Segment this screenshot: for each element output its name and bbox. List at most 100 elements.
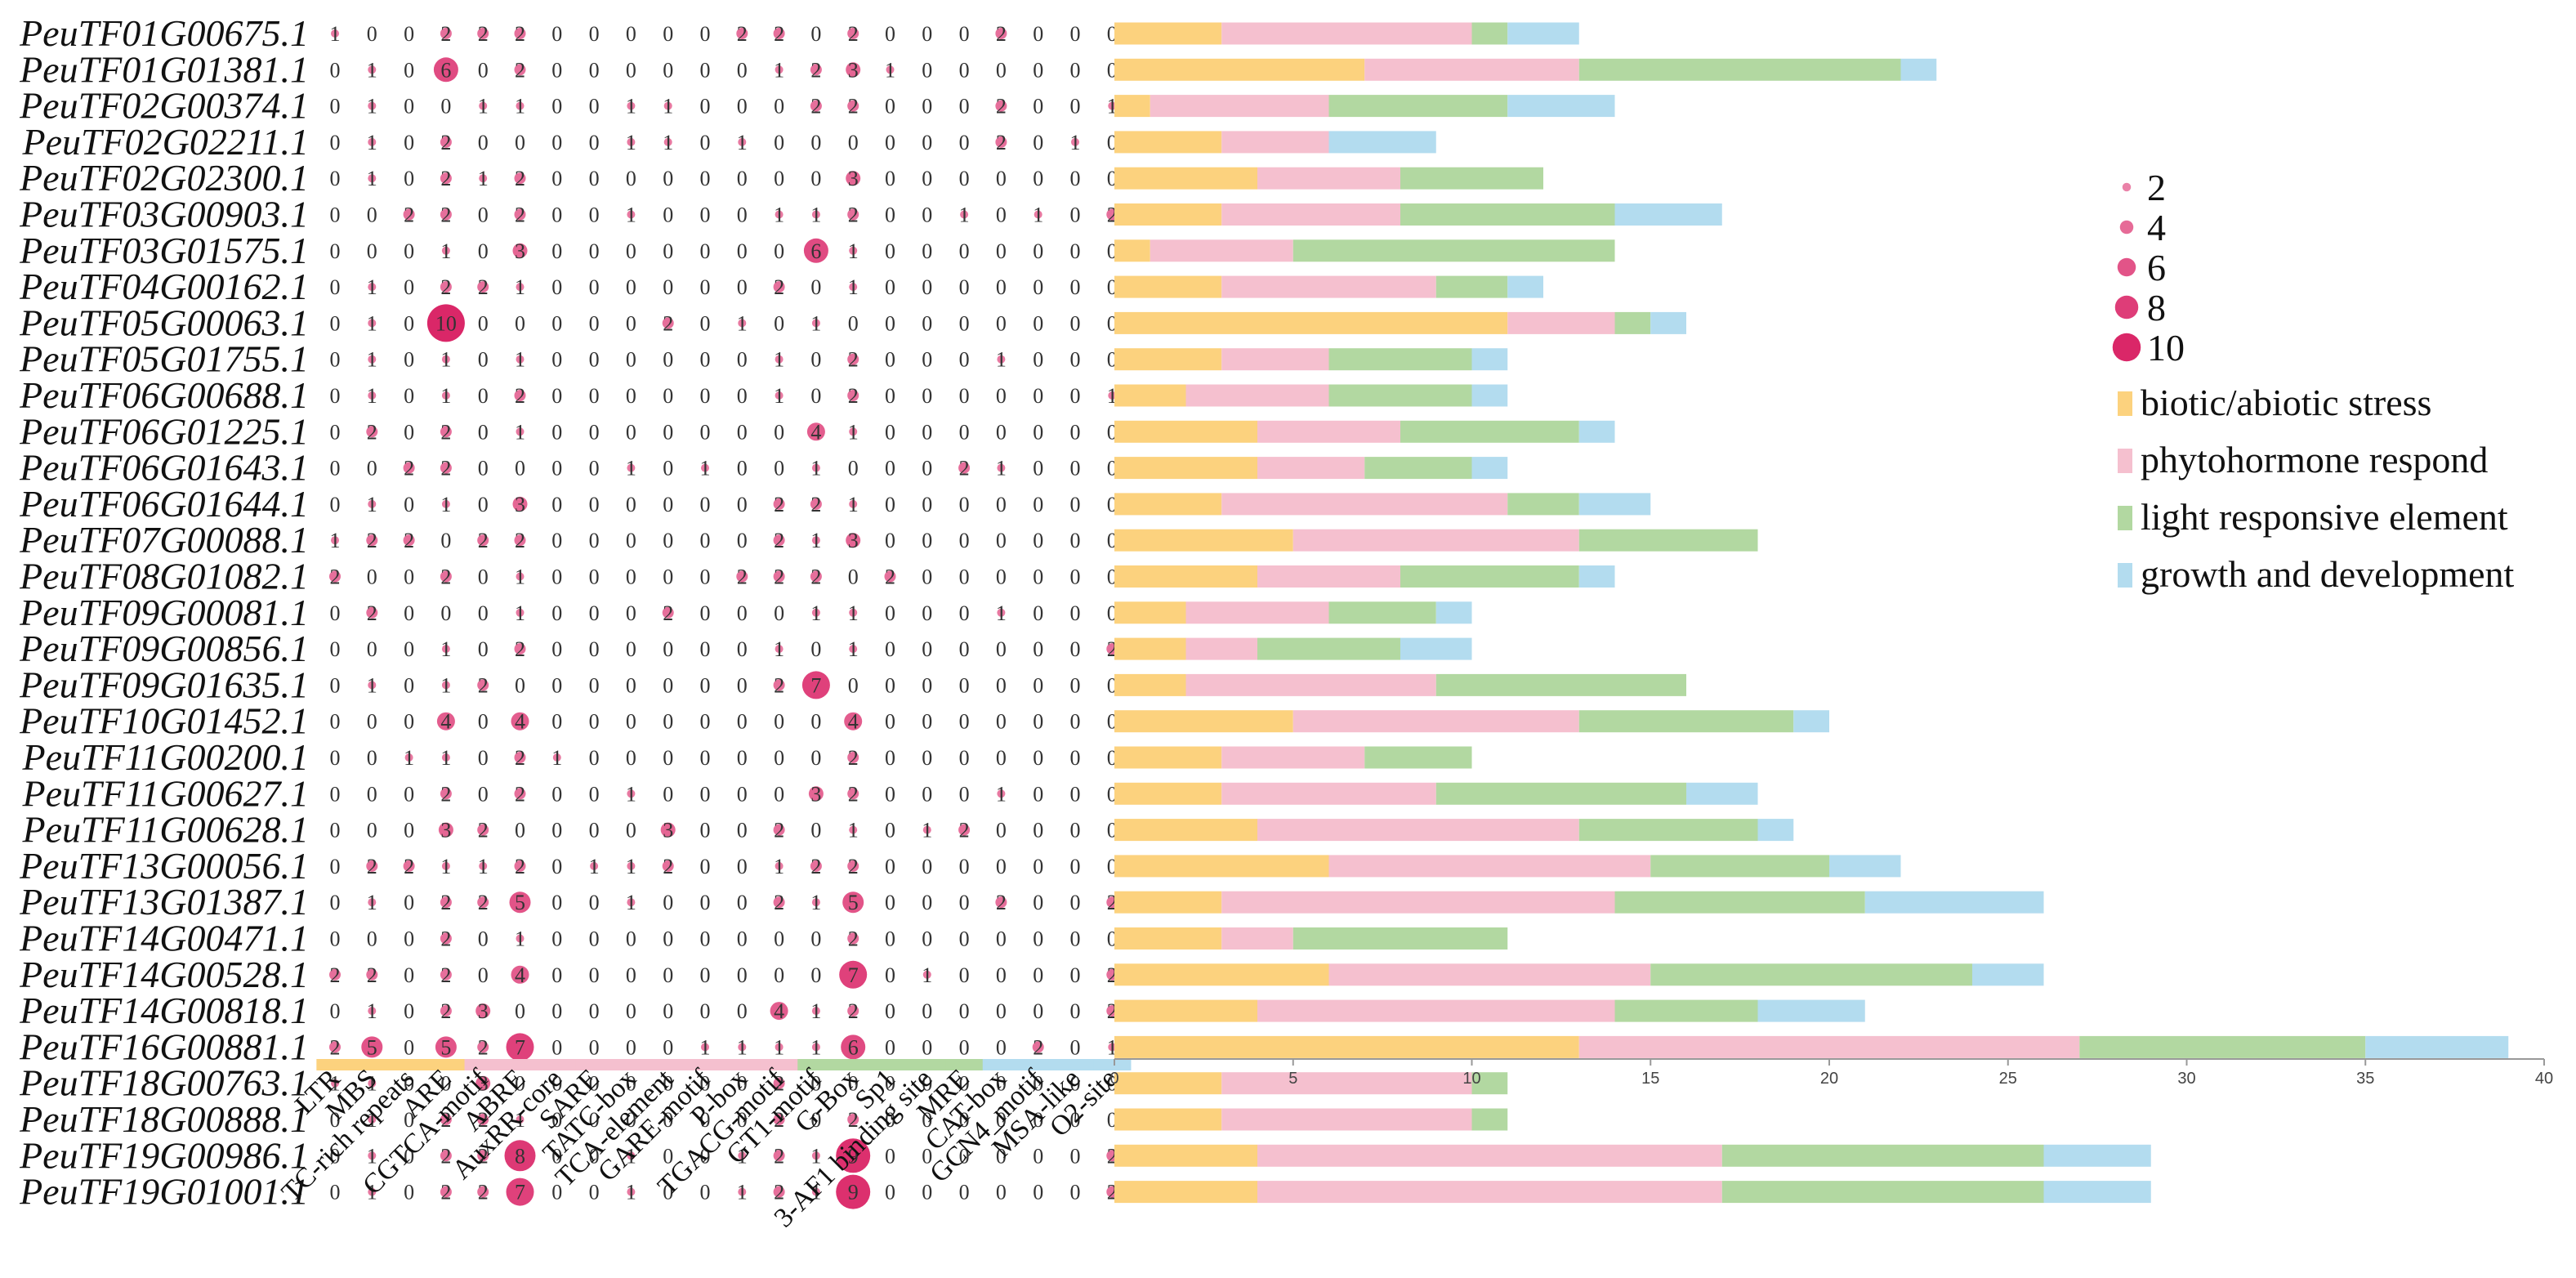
bubble bbox=[511, 965, 529, 984]
bubble bbox=[329, 570, 341, 583]
bubble bbox=[477, 1150, 489, 1162]
cell-bubble: 2 bbox=[440, 203, 452, 227]
bar-row bbox=[1114, 348, 1508, 371]
cell-value: 1 bbox=[367, 167, 377, 190]
cell-value: 4 bbox=[810, 420, 821, 444]
category-band-segment bbox=[797, 1059, 836, 1070]
cell-zero: 0 bbox=[1033, 637, 1043, 661]
cell-zero: 0 bbox=[885, 203, 895, 227]
cell-zero: 0 bbox=[663, 493, 673, 516]
size-legend-item: 4 bbox=[2119, 207, 2166, 248]
cell-value: 1 bbox=[367, 275, 377, 299]
cell-zero: 0 bbox=[922, 1144, 932, 1168]
bar-row bbox=[1114, 529, 1758, 552]
bar-segment bbox=[1221, 1072, 1472, 1095]
bubble bbox=[440, 1186, 452, 1198]
cell-value: 1 bbox=[626, 891, 636, 914]
cell-value: 1 bbox=[1070, 131, 1081, 154]
bar-segment bbox=[1257, 167, 1400, 190]
bubble bbox=[995, 896, 1007, 909]
bar-segment bbox=[1257, 1181, 1722, 1204]
cell-zero: 0 bbox=[700, 855, 711, 878]
cell-zero: 0 bbox=[1070, 1072, 1081, 1096]
cell-zero: 0 bbox=[774, 95, 784, 118]
cell-bubble: 2 bbox=[440, 457, 452, 480]
cell-value: 2 bbox=[478, 1108, 489, 1132]
bar-segment bbox=[1114, 1072, 1222, 1095]
cell-zero: 0 bbox=[551, 819, 562, 842]
cell-zero: 0 bbox=[700, 1144, 711, 1168]
cell-bubble: 1 bbox=[774, 384, 784, 408]
category-band-segment bbox=[501, 1059, 539, 1070]
cell-value: 2 bbox=[737, 22, 748, 46]
bar-row bbox=[1114, 819, 1794, 842]
cell-zero: 0 bbox=[1070, 1108, 1081, 1132]
cell-value: 1 bbox=[515, 927, 525, 951]
cell-zero: 0 bbox=[922, 131, 932, 154]
cell-zero: 0 bbox=[996, 710, 1007, 734]
cell-zero: 0 bbox=[1070, 819, 1081, 842]
cell-zero: 0 bbox=[589, 131, 600, 154]
bubble bbox=[627, 463, 636, 472]
bubble bbox=[849, 608, 858, 617]
cell-zero: 0 bbox=[515, 999, 525, 1023]
cell-bubble: 1 bbox=[440, 348, 451, 372]
bubble bbox=[1108, 1043, 1117, 1052]
cell-zero: 0 bbox=[626, 529, 636, 552]
cell-bubble: 2 bbox=[736, 22, 748, 46]
bar-row bbox=[1114, 927, 1508, 950]
cell-zero: 0 bbox=[330, 311, 341, 335]
cell-bubble: 1 bbox=[810, 891, 821, 914]
bubble bbox=[514, 64, 526, 76]
bubble bbox=[811, 319, 820, 328]
cell-value: 1 bbox=[774, 203, 784, 227]
cell-value: 7 bbox=[810, 673, 821, 697]
bar-segment bbox=[1614, 999, 1758, 1022]
bar-row bbox=[1114, 275, 1543, 298]
cell-zero: 0 bbox=[1070, 167, 1081, 190]
cell-zero: 0 bbox=[404, 384, 414, 408]
cell-zero: 0 bbox=[774, 601, 784, 625]
cell-value: 1 bbox=[737, 1181, 748, 1204]
cell-zero: 0 bbox=[700, 275, 711, 299]
cell-zero: 0 bbox=[737, 637, 748, 661]
bubble bbox=[663, 101, 672, 110]
bar-segment bbox=[1328, 384, 1472, 407]
cell-zero: 0 bbox=[996, 311, 1007, 335]
cell-bubble: 1 bbox=[626, 95, 636, 118]
cell-bubble: 2 bbox=[403, 529, 415, 552]
cell-bubble: 1 bbox=[367, 1181, 377, 1204]
cell-bubble: 2 bbox=[440, 167, 452, 190]
bubble bbox=[514, 534, 526, 547]
bubble bbox=[701, 1043, 709, 1052]
cell-zero: 0 bbox=[737, 529, 748, 552]
cell-value: 3 bbox=[515, 239, 525, 263]
bar-row bbox=[1114, 203, 1722, 226]
cell-bubble: 1 bbox=[774, 855, 784, 878]
cell-zero: 0 bbox=[885, 1181, 895, 1204]
cell-zero: 0 bbox=[663, 565, 673, 589]
cell-zero: 0 bbox=[885, 963, 895, 987]
bubble bbox=[997, 608, 1006, 617]
bubble bbox=[841, 1034, 866, 1060]
cell-bubble: 1 bbox=[330, 22, 341, 46]
cell-zero: 0 bbox=[330, 637, 341, 661]
cell-zero: 0 bbox=[922, 891, 932, 914]
cell-value: 2 bbox=[810, 493, 821, 516]
bar-segment bbox=[1185, 673, 1436, 696]
cell-value: 1 bbox=[478, 167, 489, 190]
cell-value: 1 bbox=[737, 311, 748, 335]
cell-zero: 0 bbox=[885, 1035, 895, 1059]
cell-zero: 0 bbox=[737, 275, 748, 299]
bar-segment bbox=[1686, 782, 1758, 805]
cell-value: 1 bbox=[774, 384, 784, 408]
cell-bubble: 1 bbox=[848, 275, 859, 299]
size-legend-label: 10 bbox=[2147, 327, 2185, 369]
cell-bubble: 1 bbox=[996, 601, 1007, 625]
bar-segment bbox=[1507, 493, 1579, 516]
bar-segment bbox=[1114, 529, 1293, 552]
bubble bbox=[811, 536, 820, 545]
cell-zero: 0 bbox=[1033, 529, 1043, 552]
cell-bubble: 2 bbox=[329, 565, 341, 589]
cell-zero: 0 bbox=[626, 1035, 636, 1059]
